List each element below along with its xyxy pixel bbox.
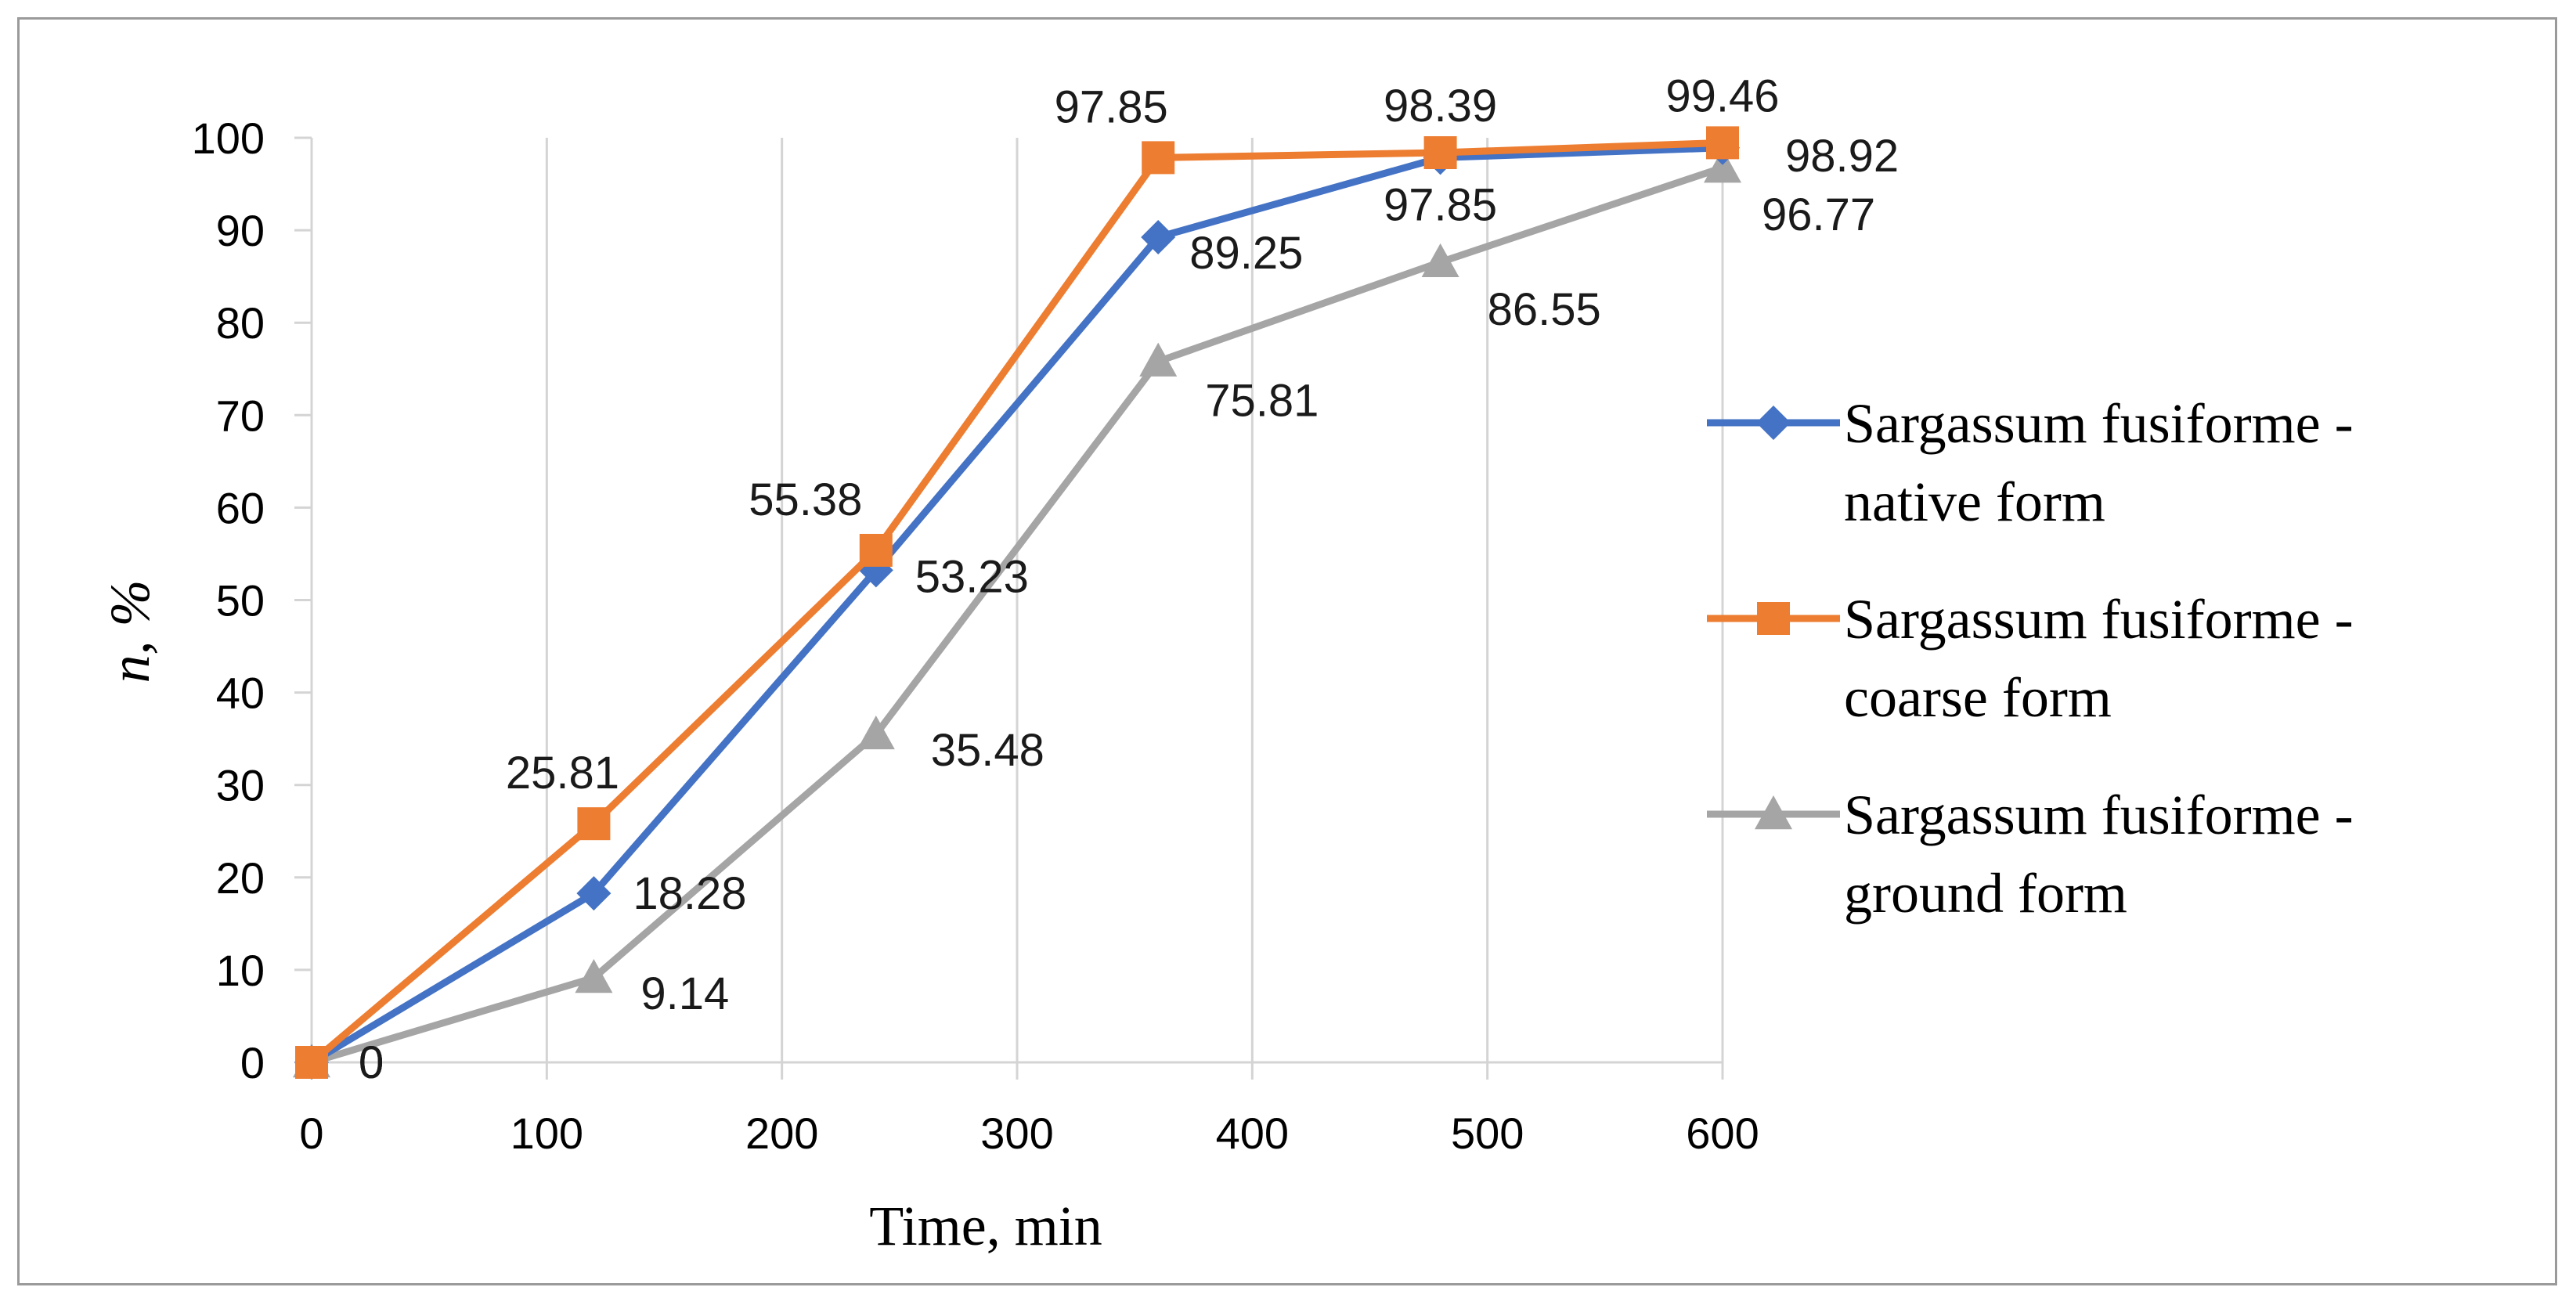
marker-square <box>1757 602 1790 635</box>
x-tick-label: 400 <box>1216 1109 1289 1158</box>
data-label: 25.81 <box>506 748 619 799</box>
data-label: 97.85 <box>1055 81 1168 132</box>
marker-square <box>1706 126 1739 160</box>
data-label: 0 <box>359 1037 384 1088</box>
marker-diamond <box>576 876 612 911</box>
data-label: 0 <box>359 1037 384 1088</box>
marker-square <box>577 807 611 841</box>
y-tick-label: 90 <box>216 206 265 255</box>
marker-diamond <box>1141 219 1176 254</box>
x-tick-label: 100 <box>511 1109 583 1158</box>
marker-triangle <box>1139 342 1178 377</box>
marker-square <box>1423 136 1457 170</box>
marker-square <box>1142 141 1175 175</box>
marker-square <box>859 533 893 567</box>
y-tick-label: 40 <box>216 669 265 718</box>
marker-diamond <box>1756 406 1791 440</box>
data-label: 35.48 <box>931 725 1044 776</box>
y-tick-label: 10 <box>216 946 265 995</box>
data-label: 0 <box>359 1037 384 1088</box>
x-tick-label: 200 <box>745 1109 818 1158</box>
y-tick-label: 100 <box>192 114 265 163</box>
x-tick-label: 300 <box>980 1109 1053 1158</box>
y-tick-label: 50 <box>216 576 265 626</box>
marker-triangle <box>575 959 613 993</box>
y-tick-label: 80 <box>216 298 265 348</box>
data-label: 75.81 <box>1205 376 1319 427</box>
legend: Sargassum fusiforme - native form Sargassu… <box>1707 392 2354 925</box>
data-label: 98.92 <box>1785 131 1899 182</box>
data-labels: 018.2853.2389.2597.8598.92025.8155.3897.… <box>359 70 1899 1088</box>
y-tick-label: 70 <box>216 391 265 440</box>
data-label: 89.25 <box>1189 228 1303 279</box>
legend-label: ground form <box>1844 862 2127 925</box>
y-tick-label: 20 <box>216 853 265 903</box>
series-line <box>310 164 1724 1066</box>
legend-label: native form <box>1844 471 2105 533</box>
data-label: 96.77 <box>1762 189 1875 240</box>
marker-square <box>295 1046 328 1079</box>
legend-label: Sargassum fusiforme - <box>1844 392 2354 455</box>
x-tick-label: 0 <box>299 1109 323 1158</box>
y-tick-label: 30 <box>216 761 265 810</box>
series-line <box>309 139 1723 1065</box>
legend-label: Sargassum fusiforme - <box>1844 588 2354 651</box>
grid <box>545 138 1724 1062</box>
data-label: 99.46 <box>1665 70 1779 121</box>
marker-triangle <box>1755 795 1792 830</box>
x-axis-title: Time, min <box>869 1195 1102 1257</box>
series-group <box>293 126 1741 1080</box>
data-label: 98.39 <box>1384 81 1497 132</box>
data-label: 9.14 <box>640 968 729 1019</box>
x-tick-label: 600 <box>1686 1109 1759 1158</box>
series-line <box>309 144 1723 1065</box>
data-label: 18.28 <box>633 868 746 919</box>
y-axis-title: n, % <box>99 580 161 683</box>
data-label: 97.85 <box>1384 179 1497 230</box>
y-tick-label: 0 <box>240 1038 265 1087</box>
x-tick-label: 500 <box>1451 1109 1524 1158</box>
data-label: 55.38 <box>749 474 862 525</box>
marker-triangle <box>857 715 895 750</box>
legend-label: coarse form <box>1844 666 2112 729</box>
data-label: 86.55 <box>1488 284 1601 335</box>
chart-frame <box>17 17 2557 1285</box>
marker-triangle <box>1421 243 1459 278</box>
legend-label: Sargassum fusiforme - <box>1844 784 2354 846</box>
marker-triangle <box>1704 149 1741 183</box>
axes: 0 10 20 30 40 50 60 70 80 90 100 0 100 200 300 400 500 60… <box>192 114 1759 1158</box>
data-label: 53.23 <box>915 551 1029 602</box>
y-tick-label: 60 <box>216 483 265 532</box>
